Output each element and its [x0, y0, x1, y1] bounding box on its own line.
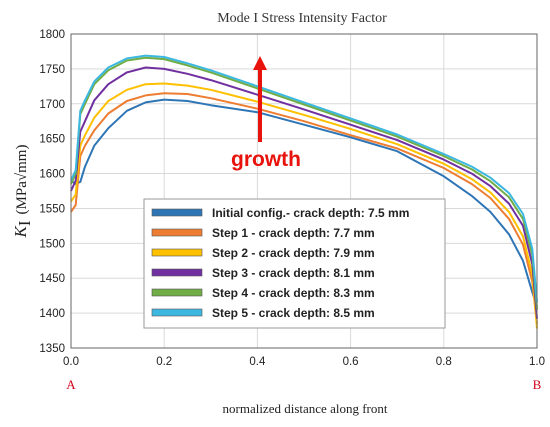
x-axis-label: normalized distance along front [223, 401, 388, 416]
y-tick-label: 1400 [39, 308, 65, 320]
legend-swatch-4 [151, 288, 203, 297]
y-axis-unit: (MPa√mm) [14, 145, 30, 215]
y-tick-label: 1650 [39, 134, 65, 146]
x-tick-label: 0.2 [156, 356, 172, 368]
legend-box [143, 198, 446, 329]
endpoint-a-label: A [66, 377, 76, 392]
series-line-4 [70, 56, 538, 310]
legend-label-5: Step 5 - crack depth: 8.5 mm [212, 306, 375, 320]
y-tick-label: 1350 [39, 343, 65, 355]
legend-swatch-0 [151, 208, 203, 217]
y-tick-label: 1600 [39, 169, 65, 181]
y-tick-label: 1800 [39, 29, 65, 41]
legend-swatch-3 [151, 268, 203, 277]
plot-frame [70, 33, 538, 349]
legend-label-1: Step 1 - crack depth: 7.7 mm [212, 226, 375, 240]
series-lines [70, 54, 538, 329]
growth-arrow-head [253, 56, 267, 70]
x-tick-label: 1.0 [529, 356, 545, 368]
legend: Initial config.- crack depth: 7.5 mm Step… [143, 198, 446, 329]
growth-label: growth [231, 148, 301, 171]
legend-label-3: Step 3 - crack depth: 8.1 mm [212, 266, 375, 280]
legend-swatch-1 [151, 228, 203, 237]
y-tick-label: 1450 [39, 273, 65, 285]
chart-title: Mode I Stress Intensity Factor [217, 11, 387, 26]
x-tick-labels: 0.0 0.2 0.4 0.6 0.8 1.0 [63, 356, 545, 368]
series-line-1 [70, 92, 538, 324]
legend-swatch-2 [151, 248, 203, 257]
series-line-3 [70, 66, 538, 319]
growth-annotation: growth [231, 56, 301, 171]
y-tick-label: 1750 [39, 64, 65, 76]
y-axis-subscript: I [15, 220, 34, 226]
y-tick-label: 1550 [39, 203, 65, 215]
legend-label-4: Step 4 - crack depth: 8.3 mm [212, 286, 375, 300]
legend-swatch-5 [151, 308, 203, 317]
series-line-2 [70, 82, 538, 329]
y-axis-label-text: KI (MPa√mm) [11, 145, 34, 239]
y-axis-symbol: K [11, 224, 30, 238]
x-tick-label: 0.0 [63, 356, 79, 368]
y-tick-label: 1700 [39, 99, 65, 111]
legend-label-2: Step 2 - crack depth: 7.9 mm [212, 246, 375, 260]
series-line-0 [70, 98, 538, 307]
y-tick-label: 1500 [39, 238, 65, 250]
x-tick-label: 0.4 [249, 356, 266, 368]
series-line-5 [70, 54, 538, 303]
y-tick-labels: 1350 1400 1450 1500 1550 1600 1650 1700 1750 1800 [39, 29, 65, 355]
endpoint-b-label: B [533, 377, 542, 392]
x-tick-label: 0.6 [343, 356, 359, 368]
x-tick-label: 0.8 [436, 356, 452, 368]
y-axis-label: KI (MPa√mm) [11, 145, 34, 239]
legend-label-0: Initial config.- crack depth: 7.5 mm [212, 206, 409, 220]
